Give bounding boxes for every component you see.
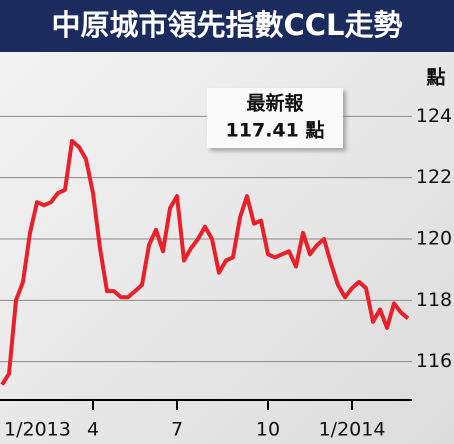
x-tick-label: 1/2013 (4, 419, 71, 441)
line-series (0, 138, 410, 386)
annotation-text: 最新報 (246, 92, 304, 115)
y-tick-label: 116 (416, 350, 452, 372)
y-tick-label: 124 (416, 105, 452, 127)
title-bar (0, 0, 454, 52)
y-tick-label: 122 (416, 166, 452, 188)
x-tick-label: 7 (171, 419, 183, 441)
x-tick-label: 1/2014 (319, 419, 386, 441)
chart-title: 中原城市領先指數CCL走勢 (51, 8, 402, 42)
annotation-text: 117.41 點 (226, 119, 325, 142)
annotation-box (207, 88, 343, 148)
y-unit: 點 (425, 66, 445, 89)
y-tick-label: 118 (416, 289, 452, 311)
x-tick-label: 4 (87, 419, 99, 441)
y-tick-label: 120 (416, 228, 452, 250)
x-tick-label: 10 (256, 419, 280, 441)
